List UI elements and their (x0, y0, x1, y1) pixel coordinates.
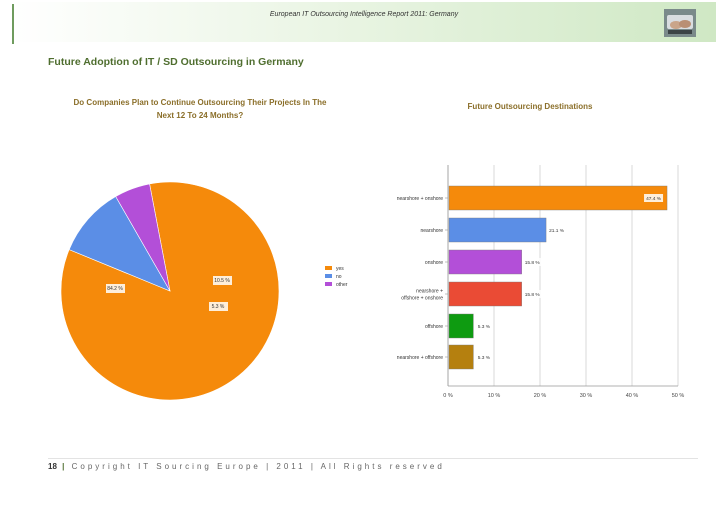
pie-value-bg (213, 276, 232, 285)
bar-value-label: 15.8 % (525, 292, 541, 298)
x-tick-label: 0 % (443, 393, 453, 399)
x-tick-label: 10 % (488, 393, 501, 399)
bar-value-bg (522, 258, 542, 266)
bar-value-bg (474, 353, 494, 361)
pie-slice-other (115, 183, 171, 292)
legend-label-no: no (336, 274, 342, 280)
category-label: offshore + onshore (401, 296, 443, 302)
page-number: 18 (48, 462, 57, 471)
bar-value-bg (644, 194, 664, 202)
category-label: offshore (425, 324, 443, 330)
bar-4 (448, 281, 522, 307)
footer-copyright: Copyright IT Sourcing Europe | 2011 | Al… (71, 462, 445, 471)
pie-value-label: 10.5 % (214, 278, 230, 284)
pie-value-label: 5.3 % (212, 304, 225, 310)
legend-swatch-no (325, 274, 332, 278)
bar-5 (448, 313, 474, 339)
pie-value-bg (106, 284, 125, 293)
x-tick-label: 30 % (580, 393, 593, 399)
bar-1 (448, 185, 668, 211)
x-tick-label: 50 % (672, 393, 685, 399)
bar-3 (448, 249, 522, 275)
category-label: nearshore + (416, 289, 443, 295)
legend-swatch-yes (325, 266, 332, 270)
bar-value-label: 15.8 % (525, 260, 541, 266)
bar-6 (448, 344, 474, 370)
x-tick-label: 20 % (534, 393, 547, 399)
page-title: Future Adoption of IT / SD Outsourcing i… (48, 56, 304, 68)
bar-value-label: 21.1 % (549, 228, 565, 234)
right-chart-title: Future Outsourcing Destinations (467, 102, 593, 111)
category-label: nearshore (420, 228, 443, 234)
legend-label-other: other (336, 282, 348, 288)
pie-value-label: 84.2 % (107, 286, 123, 292)
footer-divider (48, 458, 698, 459)
left-chart-title: Do Companies Plan to Continue Outsourcin… (50, 96, 350, 122)
footer: 18 | Copyright IT Sourcing Europe | 2011… (48, 462, 445, 471)
bar-value-label: 47.4 % (646, 196, 662, 202)
category-label: onshore (425, 260, 443, 266)
header-accent-line (12, 4, 14, 44)
bar-2 (448, 217, 547, 243)
category-label: nearshore + offshore (397, 355, 443, 361)
header-band (12, 2, 716, 42)
left-chart-title-line2: Next 12 To 24 Months? (156, 111, 244, 120)
pie-value-bg (209, 302, 228, 311)
hands-laptop-icon (664, 9, 696, 37)
bar-value-bg (547, 226, 567, 234)
legend-label-yes: yes (336, 266, 344, 272)
pie-slice-no (68, 196, 171, 292)
legend-swatch-other (325, 282, 332, 286)
bar-value-bg (522, 290, 542, 298)
header-title: European IT Outsourcing Intelligence Rep… (269, 11, 459, 18)
bar-value-label: 5.3 % (478, 324, 491, 330)
x-tick-label: 40 % (626, 393, 639, 399)
left-chart-title-line1: Do Companies Plan to Continue Outsourcin… (73, 98, 327, 107)
bar-value-label: 5.3 % (478, 355, 491, 361)
footer-separator: | (62, 462, 65, 471)
category-label: nearshore + onshore (397, 196, 444, 202)
bar-value-bg (474, 322, 494, 330)
